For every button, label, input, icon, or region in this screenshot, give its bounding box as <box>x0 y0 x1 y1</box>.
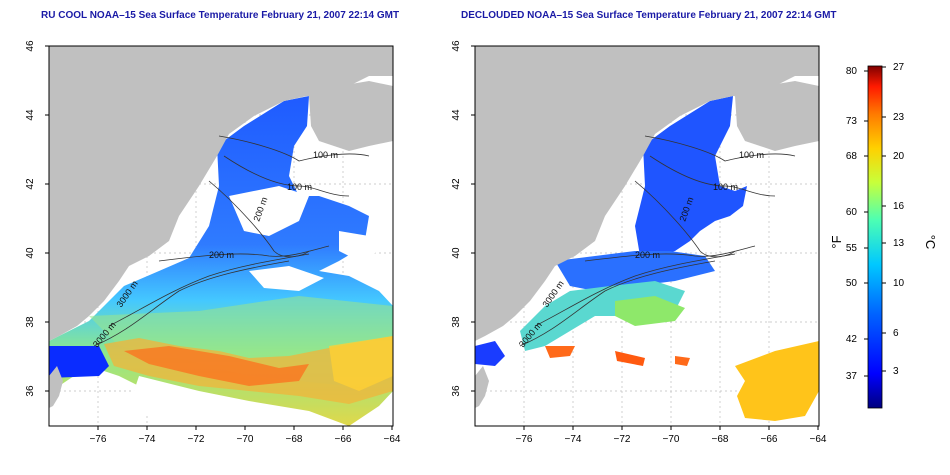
fahrenheit-tick-label: 68 <box>846 151 858 162</box>
celsius-tick-label: 10 <box>893 278 905 289</box>
land-mass <box>475 46 819 408</box>
svg-text:100 m: 100 m <box>713 182 738 192</box>
left-map-axes: −76 −74 −72 −70 −68 −66 −64 36 38 40 42 44 46 <box>25 40 401 445</box>
lat-tick-label: 44 <box>451 109 462 121</box>
colorbar-ticks: 80 73 68 60 55 50 42 37 27 23 20 16 13 10 6 3 <box>846 62 905 382</box>
lat-tick-label: 38 <box>451 316 462 328</box>
lat-tick-label: 44 <box>25 109 36 121</box>
lat-tick-label: 38 <box>25 316 36 328</box>
land-mass <box>49 46 393 408</box>
svg-text:100 m: 100 m <box>287 182 312 192</box>
celsius-tick-label: 13 <box>893 238 905 249</box>
lon-tick-label: −74 <box>139 434 156 445</box>
bathymetry-contours <box>519 135 796 347</box>
right-sst-map: 100 m 100 m 200 m 200 m 3000 m 3000 m <box>474 45 820 427</box>
svg-text:100 m: 100 m <box>739 150 764 160</box>
cloud-gaps <box>129 186 379 426</box>
lon-tick-label: −64 <box>384 434 401 445</box>
bathymetry-contours <box>93 135 370 347</box>
fahrenheit-tick-label: 80 <box>846 66 858 77</box>
lon-tick-label: −68 <box>286 434 303 445</box>
fahrenheit-tick-label: 73 <box>846 116 858 127</box>
lat-tick-label: 42 <box>25 178 36 190</box>
lon-tick-label: −76 <box>90 434 107 445</box>
right-map-title: DECLOUDED NOAA–15 Sea Surface Temperatur… <box>461 10 837 21</box>
left-sst-map: 100 m 100 m 200 m 200 m 3000 m 3000 m <box>48 45 394 427</box>
right-map-axes: −76 −74 −72 −70 −68 −66 −64 36 38 40 42 44 46 <box>451 40 827 445</box>
lat-tick-label: 40 <box>25 247 36 259</box>
celsius-unit-label: °C <box>923 235 938 250</box>
left-map-title: RU COOL NOAA–15 Sea Surface Temperature … <box>41 10 400 21</box>
celsius-tick-label: 6 <box>893 328 899 339</box>
fahrenheit-unit-label: °F <box>829 235 844 248</box>
fahrenheit-tick-label: 37 <box>846 371 858 382</box>
celsius-tick-label: 20 <box>893 151 905 162</box>
lat-tick-label: 36 <box>25 385 36 397</box>
celsius-tick-label: 16 <box>893 201 905 212</box>
lon-tick-label: −66 <box>335 434 352 445</box>
lat-tick-label: 40 <box>451 247 462 259</box>
celsius-tick-label: 27 <box>893 62 905 73</box>
lat-tick-label: 42 <box>451 178 462 190</box>
temperature-colorbar: 80 73 68 60 55 50 42 37 27 23 20 16 13 10 6 3 °F °C <box>829 62 938 409</box>
sst-data-cool <box>49 96 393 426</box>
fahrenheit-tick-label: 55 <box>846 243 858 254</box>
svg-text:100 m: 100 m <box>313 150 338 160</box>
fahrenheit-tick-label: 50 <box>846 278 858 289</box>
lat-tick-label: 46 <box>25 40 36 52</box>
svg-text:200 m: 200 m <box>209 250 234 260</box>
sst-data-declouded <box>475 96 819 421</box>
celsius-tick-label: 3 <box>893 366 899 377</box>
lon-tick-label: −70 <box>237 434 254 445</box>
lon-tick-label: −72 <box>614 434 631 445</box>
lon-tick-label: −70 <box>663 434 680 445</box>
svg-text:200 m: 200 m <box>635 250 660 260</box>
fahrenheit-tick-label: 42 <box>846 334 858 345</box>
lon-tick-label: −66 <box>761 434 778 445</box>
lat-tick-label: 46 <box>451 40 462 52</box>
celsius-tick-label: 23 <box>893 112 905 123</box>
lon-tick-label: −72 <box>188 434 205 445</box>
fahrenheit-tick-label: 60 <box>846 207 858 218</box>
lon-tick-label: −76 <box>516 434 533 445</box>
lon-tick-label: −68 <box>712 434 729 445</box>
lon-tick-label: −74 <box>565 434 582 445</box>
map-frame <box>48 45 394 427</box>
lon-tick-label: −64 <box>810 434 827 445</box>
colorbar-ramp <box>867 65 883 409</box>
lat-tick-label: 36 <box>451 385 462 397</box>
map-frame <box>474 45 820 427</box>
